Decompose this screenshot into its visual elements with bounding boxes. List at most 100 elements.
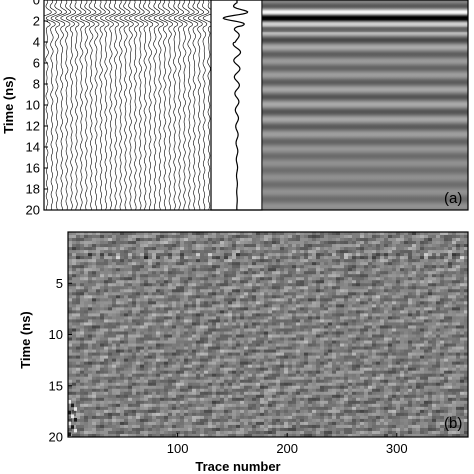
radargram-pixel <box>352 304 357 308</box>
radargram-pixel <box>408 235 413 239</box>
radargram-pixel <box>312 319 317 323</box>
radargram-pixel <box>364 292 369 296</box>
radargram-pixel <box>416 301 421 305</box>
radargram-pixel <box>132 346 137 350</box>
radargram-pixel <box>240 271 245 275</box>
radargram-pixel <box>268 292 273 296</box>
radargram-pixel <box>320 367 325 371</box>
radargram-pixel <box>268 328 273 332</box>
radargram-pixel <box>240 325 245 329</box>
radargram-pixel <box>288 307 293 311</box>
radargram-pixel <box>292 298 297 302</box>
radargram-pixel <box>148 340 153 344</box>
radargram-pixel <box>152 334 157 338</box>
radargram-pixel <box>348 232 353 236</box>
radargram-pixel <box>452 298 457 302</box>
radargram-pixel <box>204 283 209 287</box>
radargram-pixel <box>132 283 137 287</box>
radargram-pixel <box>268 283 273 287</box>
radargram-pixel <box>92 247 97 251</box>
radargram-pixel <box>156 268 161 272</box>
radargram-pixel <box>188 370 193 374</box>
radargram-pixel <box>68 247 73 251</box>
radargram-pixel <box>88 373 93 377</box>
radargram-pixel <box>428 292 433 296</box>
radargram-pixel <box>112 271 117 275</box>
radargram-pixel <box>220 277 225 281</box>
radargram-pixel <box>292 304 297 308</box>
radargram-pixel <box>356 238 361 242</box>
radargram-pixel <box>104 277 109 281</box>
radargram-pixel <box>80 295 85 299</box>
radargram-pixel <box>180 265 185 269</box>
radargram-pixel <box>108 256 113 260</box>
radargram-pixel <box>280 250 285 254</box>
radargram-pixel <box>180 298 185 302</box>
radargram-pixel <box>428 346 433 350</box>
radargram-pixel <box>296 283 301 287</box>
radargram-pixel <box>240 256 245 260</box>
radargram-pixel <box>152 343 157 347</box>
radargram-pixel <box>348 277 353 281</box>
radargram-pixel <box>452 313 457 317</box>
radargram-pixel <box>324 262 329 266</box>
radargram-pixel <box>156 253 161 257</box>
radargram-pixel <box>140 238 145 242</box>
radargram-pixel <box>412 313 417 317</box>
radargram-pixel <box>404 235 409 239</box>
radargram-pixel <box>184 247 189 251</box>
radargram-pixel <box>204 328 209 332</box>
radargram-pixel <box>96 280 101 284</box>
radargram-pixel <box>424 241 429 245</box>
radargram-pixel <box>140 349 145 353</box>
radargram-pixel <box>412 310 417 314</box>
radargram-pixel <box>252 256 257 260</box>
radargram-pixel <box>436 364 441 368</box>
radargram-pixel <box>424 286 429 290</box>
radargram-pixel <box>176 328 181 332</box>
radargram-pixel <box>400 286 405 290</box>
radargram-pixel <box>412 241 417 245</box>
radargram-pixel <box>80 277 85 281</box>
radargram-pixel <box>104 325 109 329</box>
radargram-pixel <box>120 241 125 245</box>
radargram-pixel <box>396 331 401 335</box>
radargram-pixel <box>156 364 161 368</box>
radargram-pixel <box>336 238 341 242</box>
radargram-pixel <box>88 283 93 287</box>
radargram-pixel <box>140 301 145 305</box>
radargram-pixel <box>180 277 185 281</box>
radargram-pixel <box>96 268 101 272</box>
radargram-pixel <box>452 250 457 254</box>
radargram-pixel <box>344 286 349 290</box>
radargram-pixel <box>112 379 117 384</box>
radargram-pixel <box>440 298 445 302</box>
radargram-pixel <box>116 307 121 311</box>
radargram-pixel <box>168 373 173 377</box>
radargram-pixel <box>456 337 461 341</box>
radargram-pixel <box>88 292 93 296</box>
radargram-pixel <box>428 319 433 323</box>
radargram-pixel <box>372 238 377 242</box>
radargram-pixel <box>148 253 153 257</box>
radargram-pixel <box>284 322 289 326</box>
radargram-pixel <box>244 232 249 236</box>
radargram-pixel <box>196 235 201 239</box>
radargram-pixel <box>388 331 393 335</box>
radargram-pixel <box>88 271 93 275</box>
radargram-pixel <box>352 268 357 272</box>
radargram-pixel <box>80 316 85 320</box>
radargram-pixel <box>148 364 153 368</box>
radargram-pixel <box>388 277 393 281</box>
radargram-pixel <box>160 325 165 329</box>
radargram-pixel <box>240 241 245 245</box>
radargram-pixel <box>368 298 373 302</box>
radargram-pixel <box>436 298 441 302</box>
radargram-pixel <box>388 253 393 257</box>
radargram-pixel <box>392 283 397 287</box>
radargram-pixel <box>436 343 441 347</box>
radargram-pixel <box>280 253 285 257</box>
radargram-pixel <box>272 235 277 239</box>
radargram-pixel <box>196 280 201 284</box>
radargram-pixel <box>300 346 305 350</box>
